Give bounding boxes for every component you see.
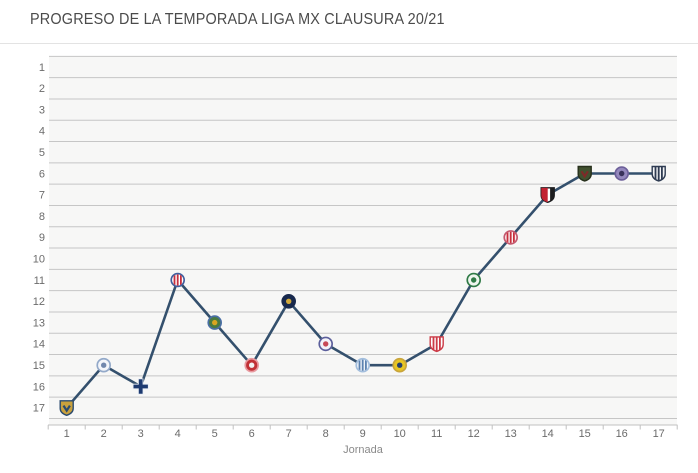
x-tick-label: 17	[653, 428, 665, 440]
y-tick-label: 13	[33, 317, 45, 329]
team-crest-marker-darkgreen-red-shield[interactable]	[577, 165, 592, 182]
x-tick-label: 4	[175, 428, 181, 440]
y-tick-label: 8	[39, 211, 45, 223]
x-tick-label: 6	[249, 428, 255, 440]
x-tick-label: 12	[468, 428, 480, 440]
y-tick-label: 5	[39, 147, 45, 159]
y-tick-label: 7	[39, 190, 45, 202]
team-crest-marker-red-black-white-shield[interactable]	[540, 187, 555, 204]
x-tick-label: 9	[360, 428, 366, 440]
x-tick-label: 3	[138, 428, 144, 440]
y-tick-label: 2	[39, 83, 45, 95]
y-tick-label: 16	[33, 381, 45, 393]
x-tick-label: 1	[64, 428, 70, 440]
team-crest-marker-white-crimson-stripes-circle[interactable]	[503, 229, 518, 245]
y-tick-label: 11	[34, 275, 45, 287]
x-tick-label: 7	[286, 428, 292, 440]
y-tick-label: 6	[39, 168, 45, 180]
team-crest-marker-navy-gold-circle[interactable]	[281, 294, 296, 309]
team-crest-marker-gold-navy-shield[interactable]	[59, 400, 74, 417]
y-tick-label: 3	[39, 104, 45, 116]
team-crest-marker-white-green-ring-circle[interactable]	[466, 272, 481, 288]
team-crest-marker-navy-cross[interactable]	[132, 378, 149, 395]
y-tick-label: 15	[33, 360, 45, 372]
x-tick-label: 11	[431, 428, 442, 440]
y-tick-label: 14	[33, 339, 45, 351]
team-crest-marker-yellow-navy-circle[interactable]	[392, 357, 407, 373]
y-tick-label: 1	[39, 62, 45, 74]
y-tick-label: 12	[33, 296, 45, 308]
y-tick-label: 9	[39, 232, 45, 244]
team-crest-marker-white-purple-ring-red-core[interactable]	[318, 336, 333, 352]
team-crest-marker-red-white-stripes-blue-ring[interactable]	[170, 272, 185, 288]
team-crest-marker-white-lightblue-circle[interactable]	[355, 357, 370, 373]
y-tick-label: 10	[33, 254, 45, 266]
title-divider	[0, 43, 698, 44]
team-crest-marker-white-blue-circle[interactable]	[96, 357, 111, 373]
team-crest-marker-white-red-stripes-shield[interactable]	[429, 336, 444, 353]
x-tick-label: 16	[616, 428, 628, 440]
x-tick-label: 5	[212, 428, 218, 440]
team-crest-marker-green-gold-blue-ring[interactable]	[207, 315, 222, 330]
x-axis-title: Jornada	[343, 444, 384, 456]
x-tick-label: 15	[579, 428, 591, 440]
x-tick-label: 13	[505, 428, 517, 440]
x-tick-label: 10	[394, 428, 406, 440]
x-tick-label: 2	[101, 428, 107, 440]
season-progress-chart: 1 2 3 4 5 6 7 8 9 10 11 12 13 14 15 16 17 1 2 3 4 5 6 7 8 9 10 11 12…	[0, 55, 698, 473]
x-tick-label: 8	[323, 428, 329, 440]
team-crest-marker-white-navy-stripes-shield[interactable]	[651, 165, 666, 182]
y-tick-label: 17	[33, 403, 45, 415]
team-crest-marker-red-white-circle[interactable]	[244, 357, 259, 373]
y-tick-label: 4	[39, 126, 45, 138]
x-tick-label: 14	[542, 428, 554, 440]
page-title: PROGRESO DE LA TEMPORADA LIGA MX CLAUSUR…	[30, 11, 445, 28]
team-crest-marker-purple-circle[interactable]	[614, 166, 629, 181]
